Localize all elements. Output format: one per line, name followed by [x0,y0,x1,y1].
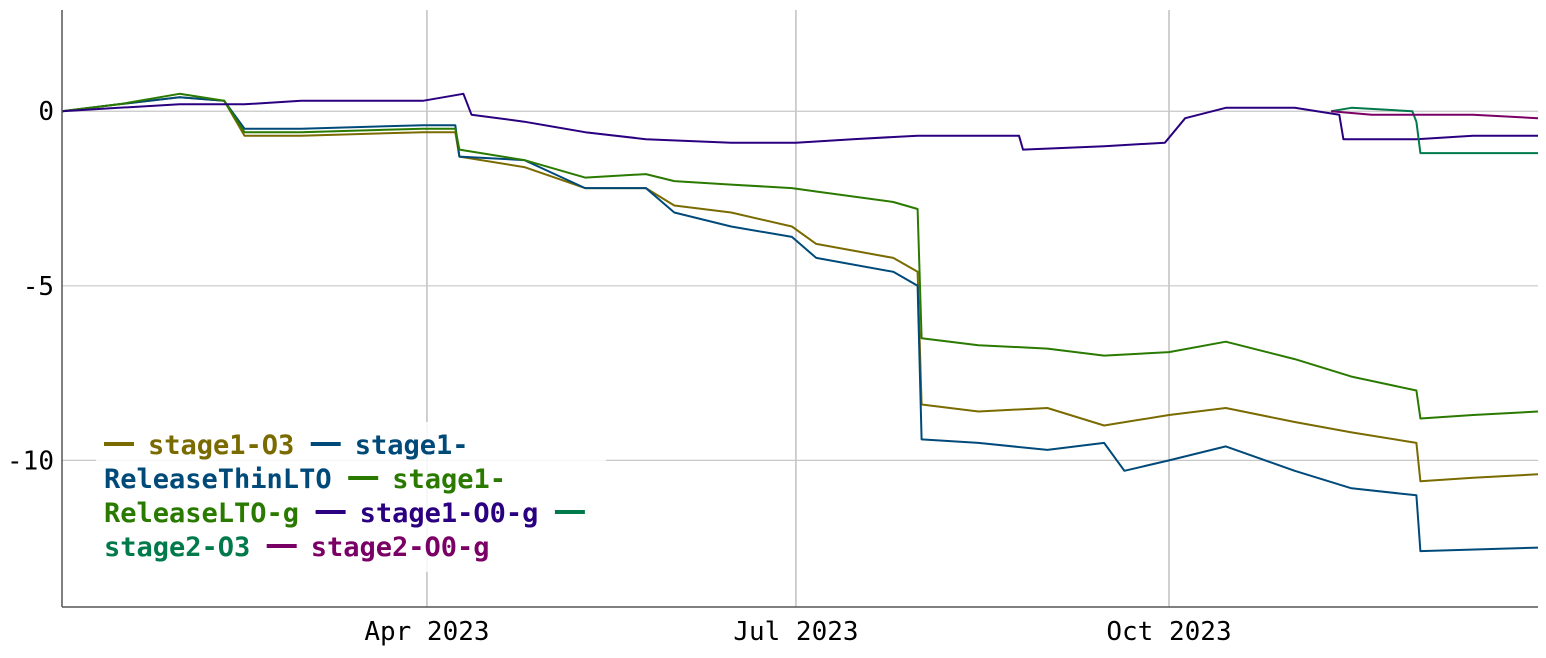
axes [61,10,1538,608]
y-tick-label: 0 [38,97,54,127]
legend-label: stage1-ReleaseThinLTO [104,430,468,495]
legend-label: stage2-O3 [104,532,250,563]
legend-label: stage1-ReleaseLTO-g [104,464,506,529]
series-line-stage1-ReleaseLTO-g [61,92,1539,420]
legend-label: stage1-O0-g [360,498,539,529]
y-tick-label: -5 [23,272,54,302]
legend-label: stage1-O3 [148,430,294,461]
x-tick-label: Apr 2023 [364,617,489,647]
x-tick-label: Jul 2023 [733,617,858,647]
legend-background [96,422,606,572]
series-line-stage2-O0-g [1331,110,1539,120]
series-line-stage1-O3 [61,96,1539,483]
x-tick-labels: Apr 2023 Jul 2023 Oct 2023 [364,617,1231,647]
series-line-stage2-O3 [1331,106,1538,155]
y-tick-labels: 0 -5 -10 [7,97,54,476]
x-tick-label: Oct 2023 [1106,617,1231,647]
y-tick-label: -10 [7,446,54,476]
series-line-stage1-O0-g [61,92,1538,151]
series-lines [61,92,1539,553]
legend: stage1-O3 stage1-ReleaseThinLTO stage1-Rel… [96,422,606,572]
legend-label: stage2-O0-g [311,532,490,563]
series-line-stage1-ReleaseThinLTO [61,96,1539,553]
